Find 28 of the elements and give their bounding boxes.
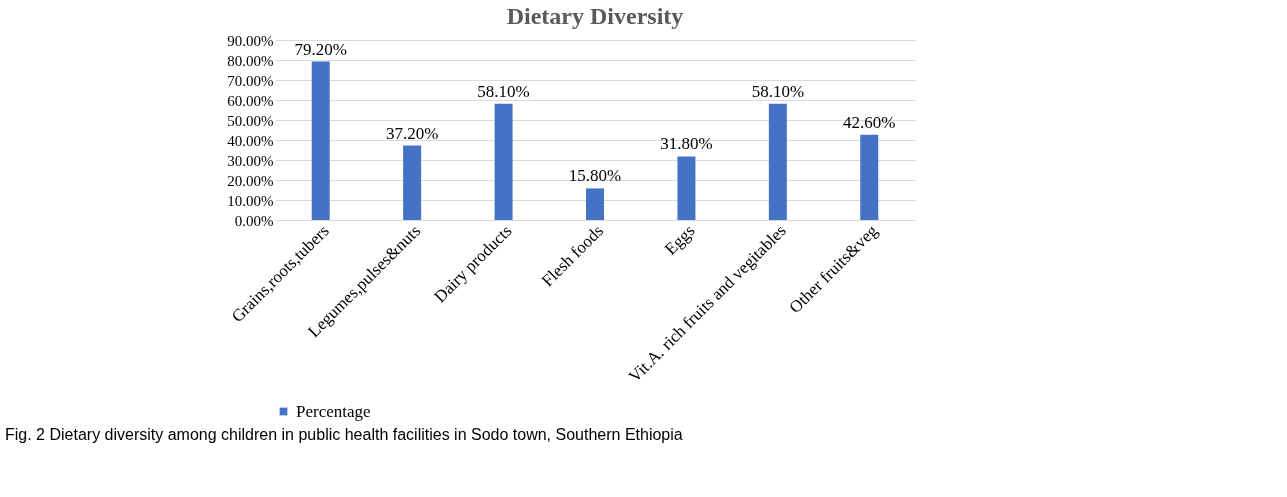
data-label: 15.80% [568, 166, 622, 186]
y-tick-label: 60.00% [227, 92, 274, 109]
data-label: 31.80% [660, 134, 713, 154]
bar [677, 156, 696, 220]
data-label: 42.60% [843, 112, 896, 132]
bar [311, 61, 330, 220]
bar [860, 134, 879, 220]
y-tick-label: 50.00% [227, 112, 274, 129]
bar [768, 103, 787, 220]
y-tick-label: 30.00% [227, 152, 274, 169]
legend-label: Percentage [296, 401, 371, 421]
y-tick-label: 10.00% [227, 192, 274, 209]
y-tick-label: 20.00% [227, 172, 274, 189]
bar [403, 145, 422, 220]
y-tick-label: 40.00% [227, 132, 274, 149]
y-tick-label: 90.00% [227, 32, 274, 49]
bar [586, 188, 604, 220]
x-tick-label: Eggs [660, 221, 699, 259]
caption: Fig. 2 Dietary diversity among children in public health facilities in Sodo town, Southern Ethiopia [5, 426, 683, 443]
data-label: 37.20% [385, 123, 439, 143]
bar [494, 103, 513, 220]
data-label: 58.10% [477, 81, 530, 101]
chart-title: Dietary Diversity [506, 3, 684, 29]
y-tick-label: 70.00% [227, 72, 274, 89]
data-label: 79.20% [294, 39, 347, 59]
y-tick-label: 80.00% [227, 52, 274, 69]
data-label: 58.10% [751, 81, 805, 101]
y-tick-label: 0.00% [234, 212, 274, 229]
